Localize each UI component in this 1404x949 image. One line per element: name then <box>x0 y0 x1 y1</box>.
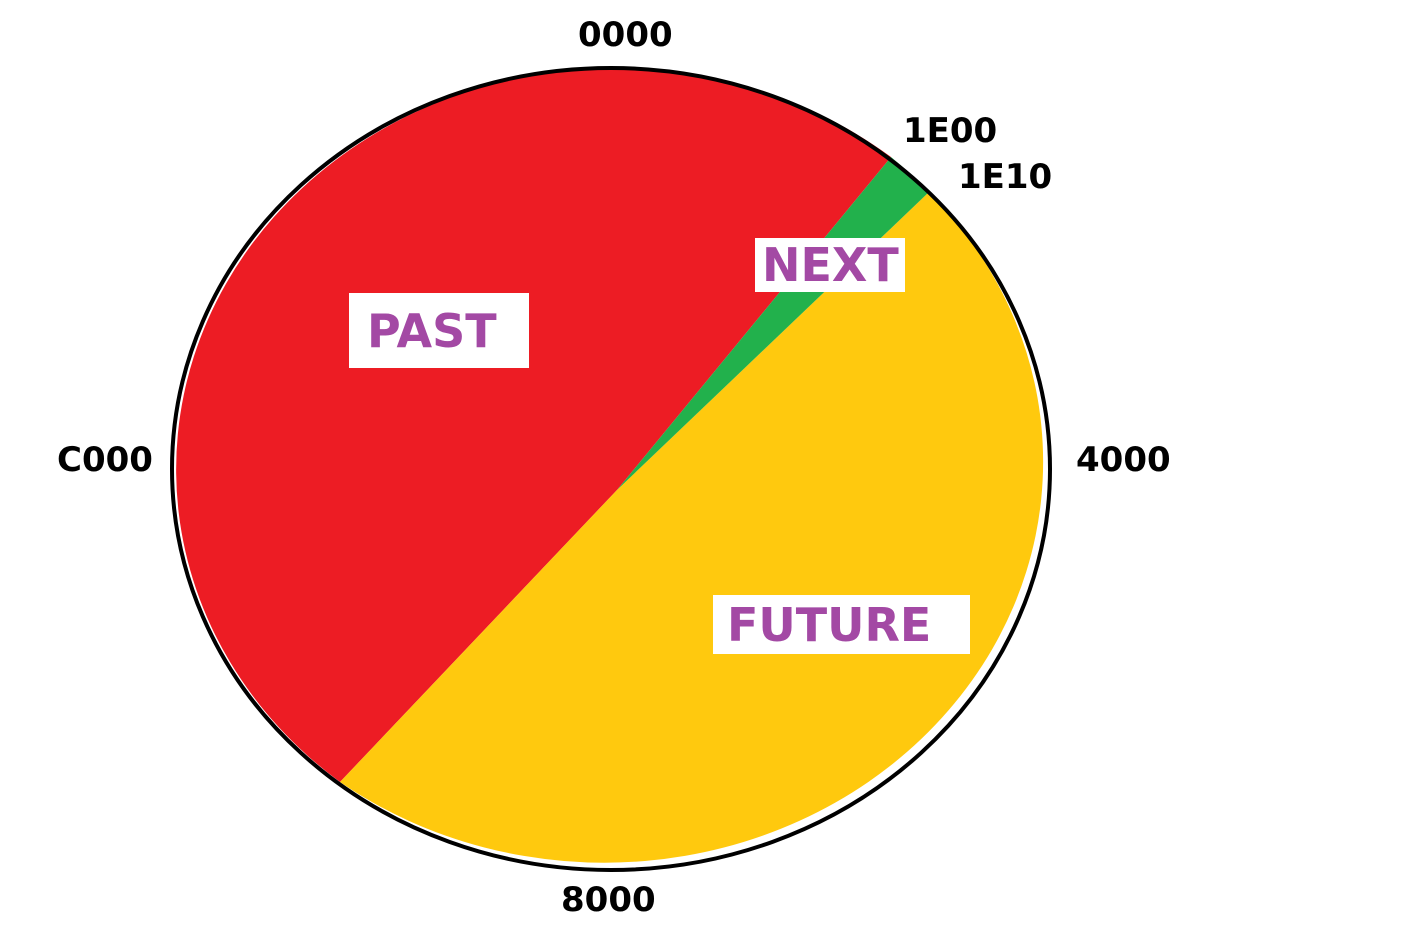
tick-4000: 4000 <box>1076 440 1171 480</box>
label-past: PAST <box>349 293 529 368</box>
label-next: NEXT <box>755 238 905 292</box>
tick-8000: 8000 <box>561 880 656 920</box>
tick-1e10: 1E10 <box>958 157 1053 197</box>
past-region <box>176 68 891 783</box>
future-region <box>340 192 1044 863</box>
tick-c000: C000 <box>57 440 153 480</box>
tick-1e00: 1E00 <box>903 111 998 151</box>
circle-outline <box>170 66 1052 872</box>
tick-0000: 0000 <box>578 15 673 55</box>
label-future: FUTURE <box>713 595 970 654</box>
